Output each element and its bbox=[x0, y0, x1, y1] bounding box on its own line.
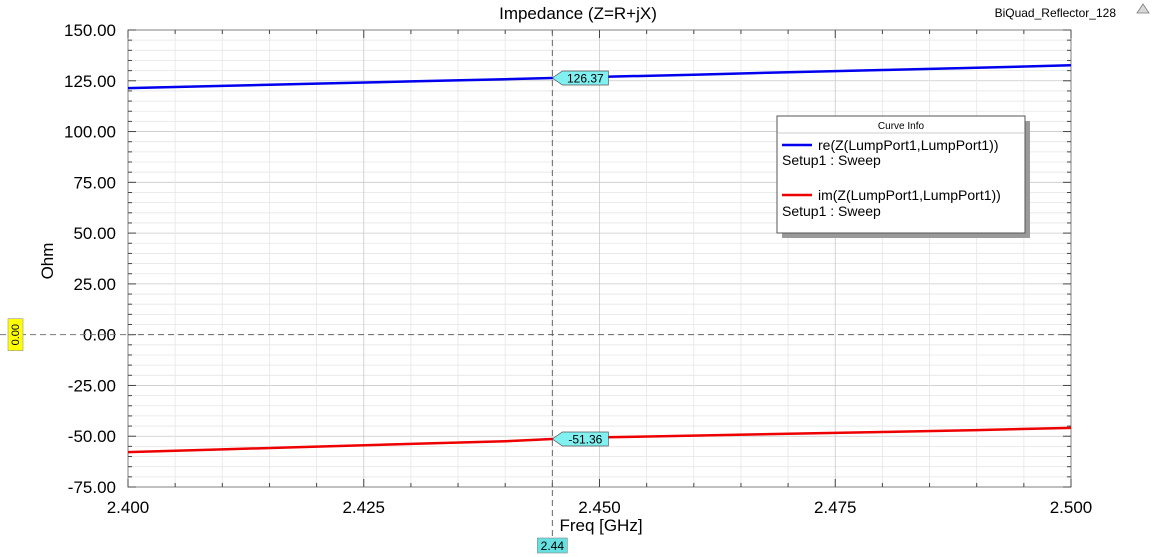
zero-line-tag[interactable] bbox=[7, 318, 24, 351]
y-tick-label: 150.00 bbox=[64, 21, 116, 40]
legend-box[interactable]: Curve Info re(Z(LumpPort1,LumpPort1)) Se… bbox=[776, 115, 1030, 238]
triangle-up-icon[interactable] bbox=[1136, 3, 1150, 14]
chart-title: Impedance (Z=R+jX) bbox=[499, 4, 657, 23]
y-tick-label: -50.00 bbox=[68, 427, 116, 446]
y-tick-label: 0.00 bbox=[83, 326, 116, 345]
y-tick-label: 125.00 bbox=[64, 72, 116, 91]
y-tick-label: -75.00 bbox=[68, 478, 116, 497]
x-tick-label: 2.450 bbox=[578, 498, 621, 517]
data-label: -51.36 bbox=[568, 432, 602, 446]
zero-line-label: 0.00 bbox=[10, 324, 22, 345]
legend-title: Curve Info bbox=[878, 121, 925, 132]
cursor-label: 2.44 bbox=[541, 539, 565, 553]
data-label-tag[interactable] bbox=[551, 70, 609, 86]
legend-setup-im: Setup1 : Sweep bbox=[782, 203, 881, 219]
legend-setup-re: Setup1 : Sweep bbox=[782, 152, 881, 168]
y-tick-label: 25.00 bbox=[73, 275, 116, 294]
y-tick-label: 75.00 bbox=[73, 173, 116, 192]
data-label-tag[interactable] bbox=[551, 431, 609, 447]
y-tick-label: 50.00 bbox=[73, 224, 116, 243]
project-name-label: BiQuad_Reflector_128 bbox=[995, 6, 1117, 20]
y-tick-label: 100.00 bbox=[64, 123, 116, 142]
legend-entry-re: re(Z(LumpPort1,LumpPort1)) bbox=[818, 137, 999, 153]
x-tick-label: 2.400 bbox=[107, 498, 150, 517]
y-axis-label: Ohm bbox=[38, 243, 57, 280]
x-tick-label: 2.425 bbox=[342, 498, 385, 517]
legend-entry-im: im(Z(LumpPort1,LumpPort1)) bbox=[818, 187, 1001, 203]
axis-ticks: 150.00 125.00 100.00 75.00 50.00 25.00 0.00 -25… bbox=[64, 21, 1092, 517]
cursor-tag[interactable] bbox=[537, 537, 568, 554]
x-tick-label: 2.500 bbox=[1050, 498, 1093, 517]
x-tick-label: 2.475 bbox=[814, 498, 857, 517]
grid bbox=[127, 29, 1072, 488]
markers: 0.00 2.44 126.37 -51.36 bbox=[0, 30, 1071, 554]
y-tick-label: -25.00 bbox=[68, 376, 116, 395]
x-axis-label: Freq [GHz] bbox=[559, 516, 642, 535]
data-label: 126.37 bbox=[567, 71, 604, 85]
